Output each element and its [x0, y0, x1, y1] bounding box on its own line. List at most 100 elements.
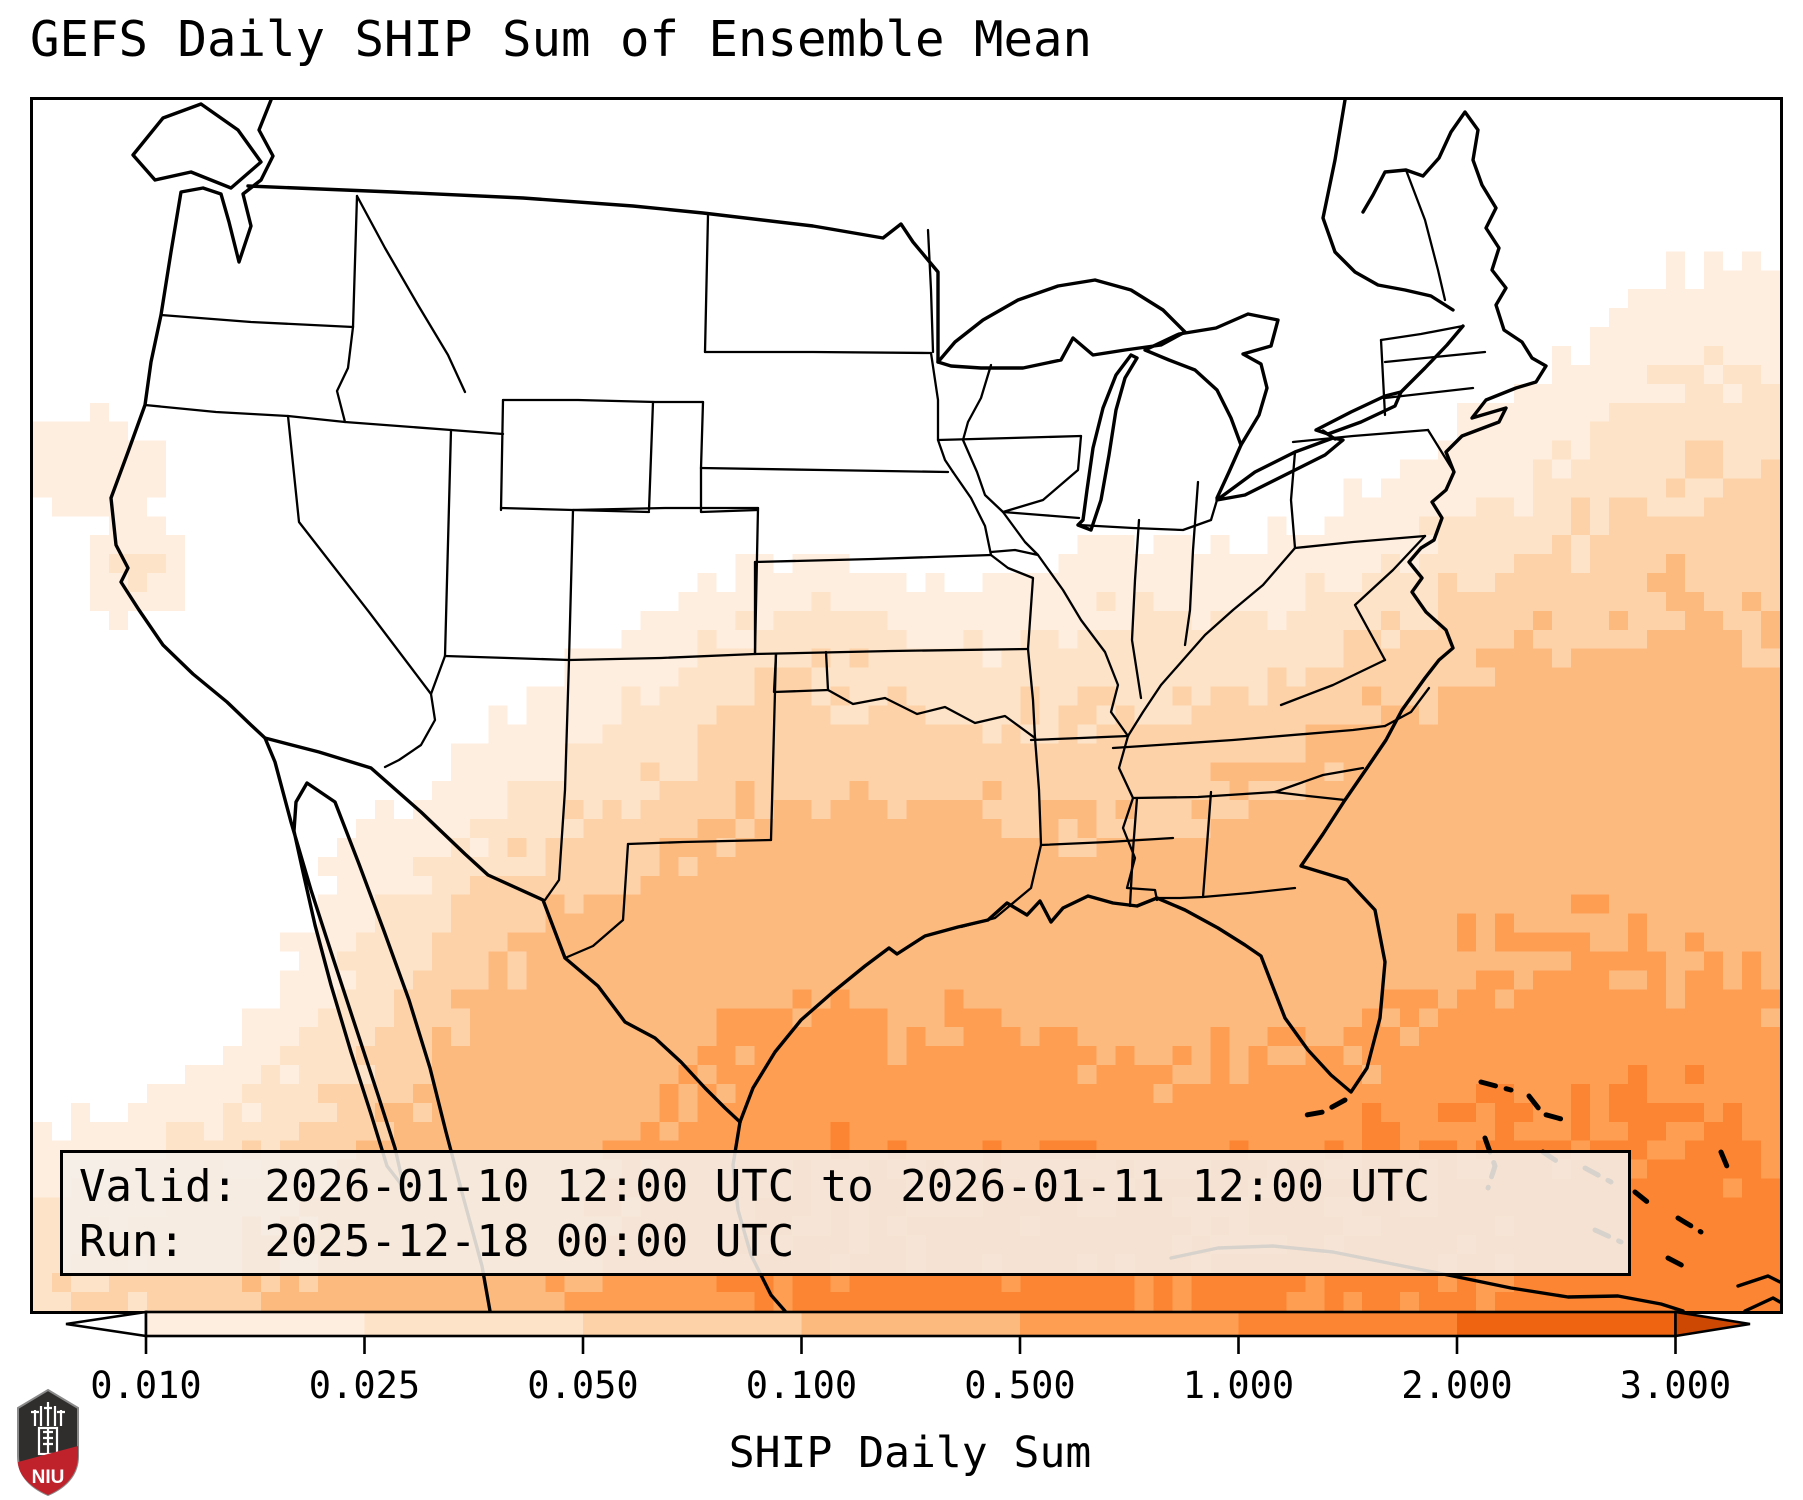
mississippi-river-lower — [1117, 734, 1159, 902]
nv-ut-border — [443, 428, 453, 658]
nd-sd-border — [703, 350, 933, 355]
ar-west-border — [1033, 736, 1043, 847]
ne-west-border — [699, 466, 760, 514]
colorbar-svg: 0.010 0.025 0.050 0.100 0.500 1.000 2.000 3.000 — [65, 1310, 1751, 1407]
gulf-atlantic-coastline — [738, 110, 1548, 1124]
mn-west-border — [926, 228, 935, 354]
ut-co-border — [567, 508, 575, 662]
pa-south-border — [1293, 534, 1427, 550]
colorbar-axis-label: SHIP Daily Sum — [728, 1428, 1092, 1478]
ks-ok-border — [753, 560, 1030, 656]
valid-time-text: Valid: 2026-01-10 12:00 UTC to 2026-01-1… — [79, 1161, 1431, 1212]
florida-keys — [1298, 1097, 1348, 1119]
mn-wi-border — [961, 363, 993, 442]
svg-text:3.000: 3.000 — [1620, 1364, 1731, 1407]
ks-east-border — [989, 553, 1035, 651]
niu-castle-icon — [31, 1402, 65, 1456]
id-mt-border — [355, 194, 467, 394]
tx-la-border — [959, 843, 1043, 929]
ny-quebec-border — [1379, 324, 1465, 342]
forty-second-parallel-border — [143, 403, 505, 436]
sd-ne-border — [699, 466, 950, 474]
ca-nv-border — [286, 414, 437, 769]
ga-al-border — [1201, 790, 1213, 899]
mt-wy-border — [501, 398, 705, 404]
ar-la-border — [1039, 836, 1175, 847]
us-canada-border-east — [1321, 100, 1455, 312]
tx-west-border — [563, 842, 630, 960]
or-id-border — [335, 325, 355, 424]
wy-west-border — [499, 398, 505, 512]
ga-sc-border — [1273, 790, 1347, 802]
ny-nj-border — [1426, 428, 1456, 474]
ma-north-border — [1383, 350, 1487, 364]
mn-ia-border — [936, 434, 1083, 442]
plot-title: GEFS Daily SHIP Sum of Ensemble Mean — [30, 11, 1093, 68]
ky-tn-border — [1111, 724, 1387, 750]
in-oh-border — [1183, 480, 1200, 647]
vancouver-island-coastline — [131, 102, 263, 190]
mi-south-border — [1077, 498, 1219, 532]
basemap-outlines — [109, 100, 1780, 1311]
nv-az-border — [429, 654, 447, 696]
nc-sc-border — [1273, 766, 1365, 794]
oh-pa-border — [1289, 450, 1297, 550]
ok-panhandle-border — [772, 650, 830, 694]
lake-michigan-outline — [1076, 353, 1139, 532]
ship-shading-raster — [33, 100, 1780, 1311]
co-nm-border — [567, 652, 757, 662]
map-panel: Valid: 2026-01-10 12:00 UTC to 2026-01-1… — [30, 97, 1783, 1314]
ut-az-border — [443, 654, 571, 662]
red-river-ok-tx-border — [826, 688, 1037, 740]
ok-ar-border — [1026, 647, 1037, 740]
svg-text:0.500: 0.500 — [964, 1364, 1075, 1407]
pa-ny-border — [1291, 428, 1430, 444]
niu-logo: NIU — [17, 1388, 79, 1497]
il-in-border — [1130, 518, 1143, 700]
us-canada-border-west — [246, 184, 940, 364]
tn-south-border — [1131, 790, 1277, 800]
mt-nd-border — [703, 213, 710, 354]
wa-or-border — [159, 313, 355, 329]
svg-text:1.000: 1.000 — [1183, 1364, 1294, 1407]
colorbar: 0.010 0.025 0.050 0.100 0.500 1.000 2.000 3.000 — [0, 1310, 1803, 1420]
niu-logo-text: NIU — [32, 1467, 65, 1488]
wy-east-border — [647, 400, 655, 512]
co-north-border — [571, 506, 760, 512]
ia-south-border — [989, 548, 1040, 557]
ne-east-border — [951, 470, 993, 557]
lake-superior-outline — [936, 278, 1187, 370]
ky-va-border — [1279, 658, 1387, 707]
me-nh-border — [1404, 168, 1447, 302]
svg-text:0.025: 0.025 — [309, 1364, 420, 1407]
lake-huron-outline — [1143, 312, 1280, 447]
mississippi-river-upper — [961, 438, 1130, 738]
lake-erie-outline — [1215, 436, 1345, 502]
us-mexico-border — [263, 736, 742, 1124]
sd-west-border — [699, 400, 705, 470]
hispaniola-coastline — [1736, 1274, 1780, 1311]
nm-south-border — [626, 838, 773, 846]
ia-north-east — [1001, 434, 1083, 514]
svg-text:2.000: 2.000 — [1401, 1364, 1512, 1407]
ny-east-border — [1379, 338, 1387, 417]
az-nm-border — [543, 658, 571, 902]
run-time-text: Run: 2025-12-18 00:00 UTC — [79, 1216, 795, 1267]
svg-text:0.010: 0.010 — [90, 1364, 201, 1407]
ne-ks-border — [753, 553, 993, 564]
ohio-river — [1126, 546, 1297, 738]
wi-il-border — [1001, 510, 1081, 520]
wv-va-border — [1353, 534, 1427, 662]
lake-ontario-outline — [1314, 390, 1403, 436]
niu-banner — [18, 1446, 78, 1495]
ga-fl-border — [1155, 886, 1297, 900]
wa-id-border — [351, 194, 359, 329]
pacific-coastline — [109, 100, 492, 1311]
ct-ma-border — [1383, 386, 1475, 400]
mo-south-border — [1029, 734, 1130, 742]
va-nc-border — [1383, 686, 1431, 728]
sd-mn-border — [929, 351, 955, 474]
svg-text:0.050: 0.050 — [527, 1364, 638, 1407]
svg-text:0.100: 0.100 — [746, 1364, 857, 1407]
